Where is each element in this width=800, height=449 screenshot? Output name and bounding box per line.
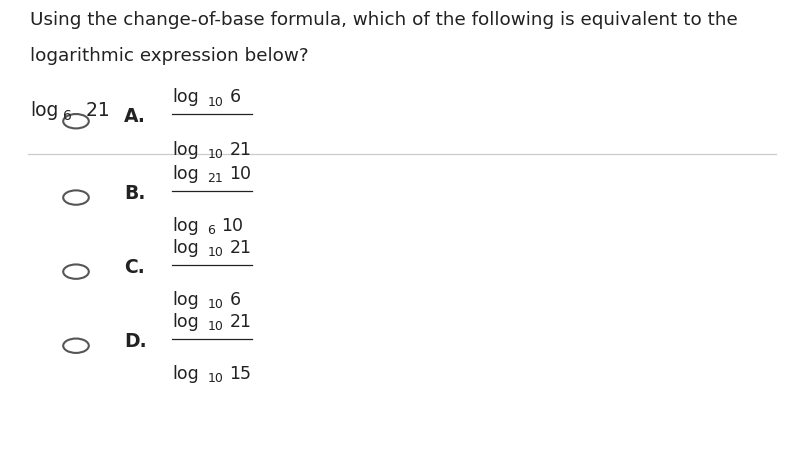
- Text: D.: D.: [124, 332, 146, 351]
- Text: 6: 6: [230, 291, 241, 309]
- Text: 10: 10: [207, 320, 223, 333]
- Text: 10: 10: [207, 372, 223, 385]
- Text: log: log: [172, 291, 198, 309]
- Text: B.: B.: [124, 184, 146, 202]
- Text: 21: 21: [80, 101, 110, 120]
- Text: logarithmic expression below?: logarithmic expression below?: [30, 47, 309, 65]
- Text: C.: C.: [124, 258, 145, 277]
- Text: 21: 21: [207, 172, 223, 185]
- Text: log: log: [30, 101, 58, 120]
- Text: 10: 10: [207, 96, 223, 109]
- Text: log: log: [172, 239, 198, 257]
- Text: 10: 10: [207, 298, 223, 311]
- Text: log: log: [172, 88, 198, 106]
- Text: 15: 15: [230, 365, 252, 383]
- Text: 21: 21: [230, 141, 252, 158]
- Text: 10: 10: [207, 246, 223, 259]
- Text: 21: 21: [230, 239, 252, 257]
- Text: 21: 21: [230, 313, 252, 331]
- Text: log: log: [172, 165, 198, 183]
- Text: log: log: [172, 313, 198, 331]
- Text: log: log: [172, 365, 198, 383]
- Text: 6: 6: [230, 88, 241, 106]
- Text: 10: 10: [207, 148, 223, 161]
- Text: A.: A.: [124, 107, 146, 126]
- Text: log: log: [172, 141, 198, 158]
- Text: 10: 10: [222, 217, 244, 235]
- Text: 6: 6: [207, 224, 215, 237]
- Text: 10: 10: [230, 165, 252, 183]
- Text: Using the change-of-base formula, which of the following is equivalent to the: Using the change-of-base formula, which …: [30, 11, 738, 29]
- Text: 6: 6: [63, 109, 72, 123]
- Text: log: log: [172, 217, 198, 235]
